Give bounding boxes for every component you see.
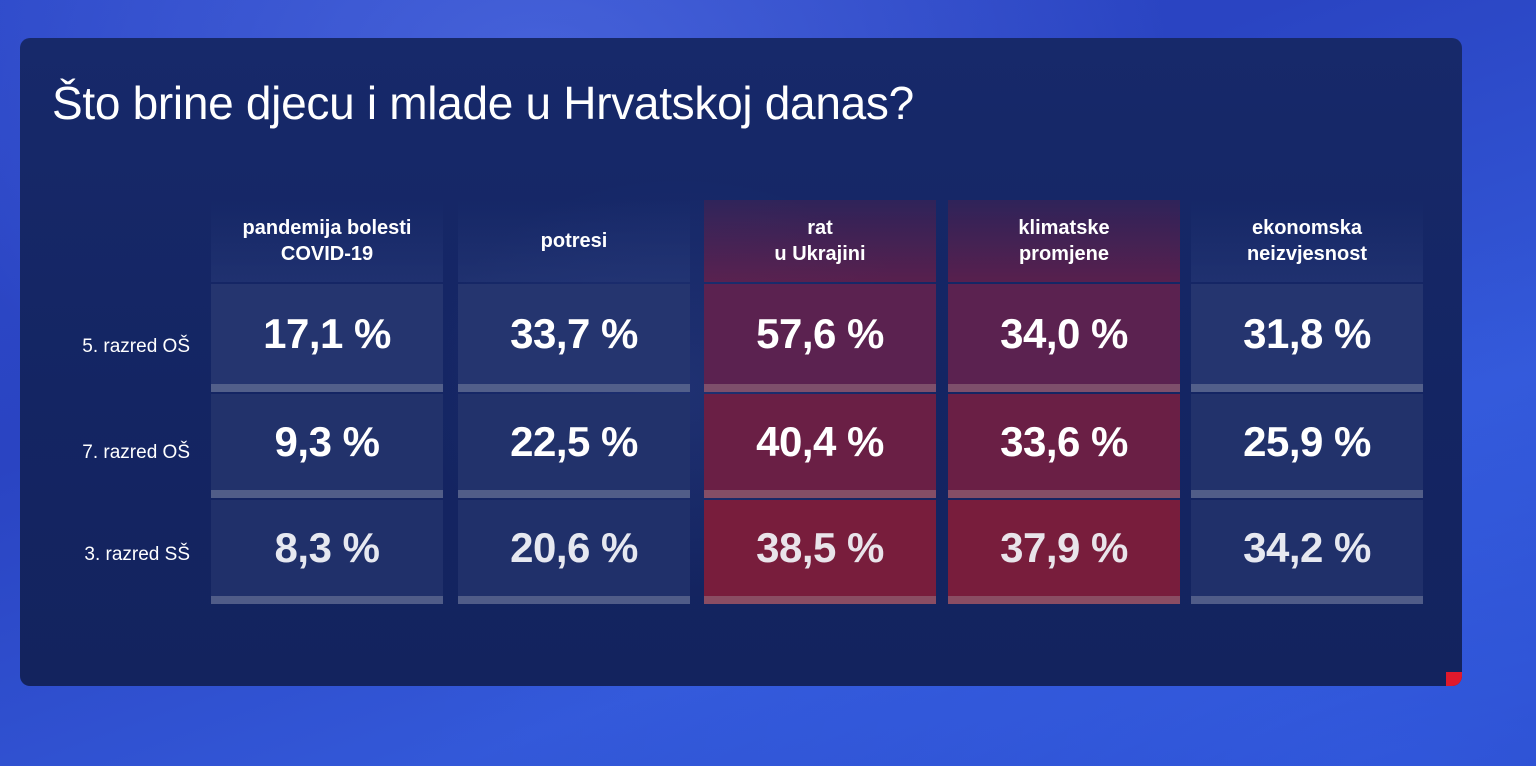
- table-cell: 34,2 %: [1191, 500, 1423, 604]
- table-cell: 22,5 %: [458, 394, 690, 498]
- table-cell: 38,5 %: [704, 500, 936, 604]
- chart-title: Što brine djecu i mlade u Hrvatskoj dana…: [52, 77, 914, 129]
- table-cell: 8,3 %: [211, 500, 443, 604]
- column-header-economic-uncertainty: ekonomska neizvjesnost: [1191, 200, 1423, 282]
- table-cell: 31,8 %: [1191, 284, 1423, 392]
- table-cell: 34,0 %: [948, 284, 1180, 392]
- column-header-war-ukraine: rat u Ukrajini: [704, 200, 936, 282]
- results-panel: Što brine djecu i mlade u Hrvatskoj dana…: [20, 38, 1462, 686]
- table-cell: 17,1 %: [211, 284, 443, 392]
- table-cell: 37,9 %: [948, 500, 1180, 604]
- table-cell: 33,7 %: [458, 284, 690, 392]
- row-label-grade-7: 7. razred OŠ: [82, 442, 190, 463]
- column-header-economic-uncertainty-label: ekonomska neizvjesnost: [1246, 217, 1368, 265]
- table-cell: 33,6 %: [948, 394, 1180, 498]
- broadcaster-corner-mark: [1446, 672, 1462, 686]
- column-header-covid-label: pandemija bolesti COVID-19: [242, 217, 412, 265]
- row-label-grade-5: 5. razred OŠ: [82, 336, 190, 357]
- column-header-earthquakes-label: potresi: [540, 230, 608, 252]
- table-cell: 25,9 %: [1191, 394, 1423, 498]
- table-cell: 20,6 %: [458, 500, 690, 604]
- column-header-covid: pandemija bolesti COVID-19: [211, 200, 443, 282]
- column-header-climate-change: klimatske promjene: [948, 200, 1180, 282]
- row-label-grade-3-secondary: 3. razred SŠ: [84, 544, 190, 565]
- column-header-earthquakes: potresi: [458, 200, 690, 282]
- table-cell: 57,6 %: [704, 284, 936, 392]
- table-cell: 9,3 %: [211, 394, 443, 498]
- column-header-climate-change-label: klimatske promjene: [1018, 217, 1110, 265]
- table-cell: 40,4 %: [704, 394, 936, 498]
- column-header-war-ukraine-label: rat u Ukrajini: [774, 217, 866, 265]
